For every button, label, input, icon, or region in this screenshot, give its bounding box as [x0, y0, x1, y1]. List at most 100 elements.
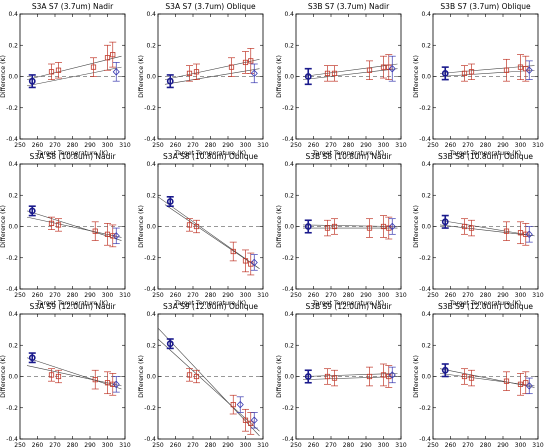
x-axis-title: Target Temperature (K): [174, 150, 246, 157]
y-tick-label: -0.2: [282, 255, 294, 262]
y-tick-label: 0.0: [8, 224, 18, 231]
y-axis-title: Difference (K): [138, 355, 145, 398]
data-point: [104, 55, 111, 61]
x-tick-label: 250: [152, 292, 164, 299]
x-tick-label: 310: [119, 292, 131, 299]
y-tick-label: 0.2: [146, 42, 156, 49]
y-axis-title: Difference (K): [138, 55, 145, 98]
panel-title: S3B S8 (10.8um) Oblique: [438, 152, 533, 161]
y-tick-label: 0.2: [284, 192, 294, 199]
x-tick-label: 250: [14, 142, 26, 149]
data-point: [366, 67, 373, 73]
y-tick-label: 0.4: [421, 11, 431, 18]
x-tick-label: 280: [205, 142, 217, 149]
chart-panel: S3B S8 (10.8um) Oblique 250 260 270 280 290 30…: [413, 152, 544, 307]
x-tick-label: 270: [187, 442, 199, 448]
panel-title: S3B S7 (3.7um) Oblique: [440, 2, 531, 11]
x-tick-label: 280: [343, 292, 355, 299]
fit-line: [439, 368, 535, 388]
y-tick-label: -0.4: [6, 136, 18, 143]
fit-line: [26, 357, 122, 390]
data-point: [331, 70, 338, 76]
x-tick-label: 300: [378, 142, 390, 149]
data-point: [90, 64, 97, 70]
data-point: [525, 66, 533, 75]
chart-panel: S3B S7 (3.7um) Nadir 250 260 270 280 290 300 31…: [276, 2, 407, 157]
x-tick-label: 290: [497, 292, 509, 299]
y-tick-label: -0.4: [282, 286, 294, 293]
y-tick-label: 0.0: [284, 224, 294, 231]
x-tick-label: 310: [119, 442, 131, 448]
x-tick-label: 260: [308, 442, 320, 448]
y-tick-label: 0.4: [284, 311, 294, 318]
x-tick-label: 280: [67, 292, 79, 299]
chart-panel: S3B S8 (10.8um) Nadir 250 260 270 280 290 300 3…: [276, 152, 407, 307]
data-point: [525, 382, 533, 390]
x-tick-label: 250: [427, 142, 439, 149]
data-point: [468, 225, 475, 231]
data-point: [331, 223, 338, 230]
data-point: [324, 373, 331, 380]
y-tick-label: 0.2: [421, 42, 431, 49]
fit-line: [302, 63, 398, 77]
y-tick-label: 0.0: [284, 74, 294, 81]
x-tick-label: 270: [49, 142, 61, 149]
x-tick-label: 250: [290, 442, 302, 448]
data-point: [186, 222, 193, 228]
x-tick-label: 300: [240, 142, 252, 149]
data-point: [228, 64, 235, 70]
y-tick-label: 0.4: [8, 311, 18, 318]
x-tick-label: 300: [102, 142, 114, 149]
chart-panel: S3B S9 (12.0um) Nadir 250 260 270 280 290 300 3…: [276, 302, 407, 448]
data-point: [193, 373, 200, 380]
x-tick-label: 270: [325, 292, 337, 299]
y-tick-label: 0.0: [8, 74, 18, 81]
x-tick-label: 280: [480, 442, 492, 448]
x-tick-label: 270: [187, 142, 199, 149]
data-point: [523, 380, 529, 386]
data-point: [166, 340, 174, 348]
data-point: [380, 372, 387, 378]
fit-line: [302, 373, 398, 377]
y-tick-label: 0.0: [146, 224, 156, 231]
data-point: [388, 222, 396, 231]
x-tick-label: 290: [222, 142, 234, 149]
data-point: [523, 231, 529, 237]
y-tick-label: -0.2: [144, 105, 156, 112]
panel-title: S3B S9 (12.0um) Oblique: [438, 302, 533, 311]
data-point: [250, 258, 258, 267]
x-axis-title: Target Temperature (K): [449, 300, 521, 307]
data-point: [304, 73, 312, 80]
data-point: [193, 69, 200, 75]
data-point: [248, 58, 254, 64]
x-axis-title: Target Temperature (K): [36, 300, 108, 307]
data-point: [304, 223, 312, 230]
data-point: [186, 372, 193, 378]
y-tick-label: 0.4: [146, 311, 156, 318]
data-point: [104, 231, 111, 237]
x-tick-label: 260: [32, 292, 44, 299]
y-tick-label: 0.0: [421, 374, 431, 381]
fit-line: [164, 204, 260, 269]
y-tick-label: -0.2: [144, 255, 156, 262]
y-tick-label: -0.4: [419, 436, 431, 443]
y-tick-label: -0.2: [6, 405, 18, 412]
x-tick-label: 300: [515, 142, 527, 149]
x-tick-label: 300: [102, 292, 114, 299]
data-point: [166, 77, 174, 85]
y-tick-label: -0.4: [6, 436, 18, 443]
data-point: [517, 381, 524, 387]
x-tick-label: 260: [170, 292, 182, 299]
data-point: [242, 417, 249, 423]
data-point: [366, 373, 373, 380]
chart-panel: S3A S8 (10.8um) Nadir 250 260 270 280 290 300 3…: [0, 152, 131, 307]
x-tick-label: 290: [84, 292, 96, 299]
data-point: [380, 223, 387, 230]
x-tick-label: 250: [14, 292, 26, 299]
data-point: [230, 248, 236, 255]
x-tick-label: 300: [102, 442, 114, 448]
data-point: [366, 225, 373, 231]
panel-title: S3B S7 (3.7um) Nadir: [308, 2, 390, 11]
x-tick-label: 290: [497, 142, 509, 149]
x-tick-label: 280: [343, 142, 355, 149]
